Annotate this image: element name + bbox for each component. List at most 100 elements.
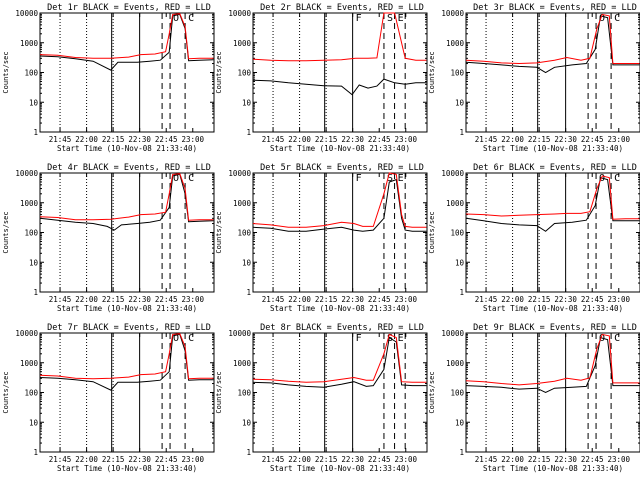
panel-det-5: Det 5r BLACK = Events, RED = LLD Counts/s… [215,163,428,313]
x-tick-label: 22:00 [501,135,524,144]
y-tick-label: 100 [237,229,251,238]
x-tick-label: 21:45 [475,135,498,144]
x-tick-label: 22:30 [554,295,577,304]
y-tick-label: 10000 [228,329,251,338]
x-tick-label: 22:15 [315,135,338,144]
x-tick-label: 21:45 [262,295,285,304]
y-tick-label: 1000 [20,359,39,368]
y-tick-label: 10 [242,258,252,267]
y-tick-label: 100 [24,229,38,238]
y-axis-label: Counts/sec [2,211,10,253]
x-tick-label: 22:00 [75,295,98,304]
y-tick-label: 1 [246,288,251,297]
x-tick-label: 22:30 [554,135,577,144]
interval-marker-label: S [387,173,393,184]
interval-marker-label: C [614,173,620,184]
y-tick-label: 1000 [233,199,252,208]
y-tick-label: 100 [24,389,38,398]
x-tick-label: 21:45 [262,455,285,464]
y-tick-label: 10 [455,258,465,267]
x-tick-label: 22:00 [288,135,311,144]
y-tick-label: 10 [455,418,465,427]
x-tick-label: 21:45 [475,295,498,304]
y-tick-label: 10 [242,418,252,427]
interval-marker-label: F [356,333,362,344]
series-line-lld [39,333,214,380]
y-tick-label: 1 [459,128,464,137]
interval-marker-label: O [173,13,179,24]
y-tick-label: 10000 [15,169,38,178]
x-tick-label: 22:15 [102,135,125,144]
panel-title: Det 8r BLACK = Events, RED = LLD [260,323,424,333]
x-tick-label: 23:00 [181,135,204,144]
x-tick-label: 22:45 [581,455,604,464]
panel-title: Det 5r BLACK = Events, RED = LLD [260,163,424,173]
y-tick-label: 1 [459,288,464,297]
x-axis-label: Start Time (10-Nov-08 21:33:40) [270,464,410,473]
interval-marker-label: C [614,13,620,24]
x-tick-label: 21:45 [49,455,72,464]
x-tick-label: 22:30 [128,135,151,144]
x-axis-label: Start Time (10-Nov-08 21:33:40) [270,304,410,313]
y-tick-label: 1000 [20,39,39,48]
series-line-lld [465,333,640,386]
x-tick-label: 22:15 [528,135,551,144]
panel-title: Det 6r BLACK = Events, RED = LLD [473,163,637,173]
panel-det-4: Det 4r BLACK = Events, RED = LLD Counts/s… [2,163,215,313]
interval-marker-label: O [599,13,605,24]
panel-title: Det 3r BLACK = Events, RED = LLD [473,3,637,13]
x-tick-label: 22:30 [341,295,364,304]
x-tick-label: 22:30 [554,455,577,464]
interval-marker-label: C [188,333,194,344]
x-tick-label: 22:45 [368,455,391,464]
interval-marker-label: F [356,13,362,24]
x-tick-label: 23:00 [607,135,630,144]
y-tick-label: 10000 [228,169,251,178]
y-tick-label: 10000 [441,9,464,18]
y-axis-label: Counts/sec [428,51,436,93]
y-tick-label: 1000 [20,199,39,208]
x-tick-label: 23:00 [394,135,417,144]
x-tick-label: 22:00 [288,295,311,304]
interval-marker-label: E [398,13,404,24]
x-tick-label: 22:30 [128,295,151,304]
y-tick-label: 10000 [441,169,464,178]
y-tick-label: 100 [237,69,251,78]
interval-marker-label: C [188,173,194,184]
y-tick-label: 1 [33,128,38,137]
x-tick-label: 22:00 [501,455,524,464]
series-line-events [252,178,427,232]
y-tick-label: 1 [246,128,251,137]
series-line-lld [465,13,640,65]
x-tick-label: 22:15 [528,295,551,304]
series-line-lld [252,12,427,62]
interval-marker-label: E [398,333,404,344]
x-tick-label: 22:15 [315,455,338,464]
y-axis-label: Counts/sec [428,371,436,413]
interval-marker-label: C [188,13,194,24]
x-tick-label: 22:00 [75,455,98,464]
y-tick-label: 100 [24,69,38,78]
panel-title: Det 4r BLACK = Events, RED = LLD [47,163,211,173]
x-tick-label: 22:45 [155,135,178,144]
y-axis-label: Counts/sec [2,371,10,413]
panel-det-7: Det 7r BLACK = Events, RED = LLD Counts/s… [2,323,215,473]
panel-det-8: Det 8r BLACK = Events, RED = LLD Counts/s… [215,323,428,473]
x-tick-label: 22:15 [102,295,125,304]
interval-marker-label: C [614,333,620,344]
series-line-events [465,176,640,232]
x-axis-label: Start Time (10-Nov-08 21:33:40) [483,144,623,153]
y-tick-label: 10 [29,98,39,107]
y-tick-label: 1000 [446,199,465,208]
panel-det-6: Det 6r BLACK = Events, RED = LLD Counts/s… [428,163,640,313]
y-tick-label: 10 [455,98,465,107]
y-tick-label: 1 [246,448,251,457]
x-axis-label: Start Time (10-Nov-08 21:33:40) [57,464,197,473]
x-tick-label: 22:00 [288,455,311,464]
panel-det-3: Det 3r BLACK = Events, RED = LLD Counts/s… [428,3,640,153]
y-tick-label: 100 [450,69,464,78]
x-axis-label: Start Time (10-Nov-08 21:33:40) [57,304,197,313]
x-tick-label: 22:15 [528,455,551,464]
